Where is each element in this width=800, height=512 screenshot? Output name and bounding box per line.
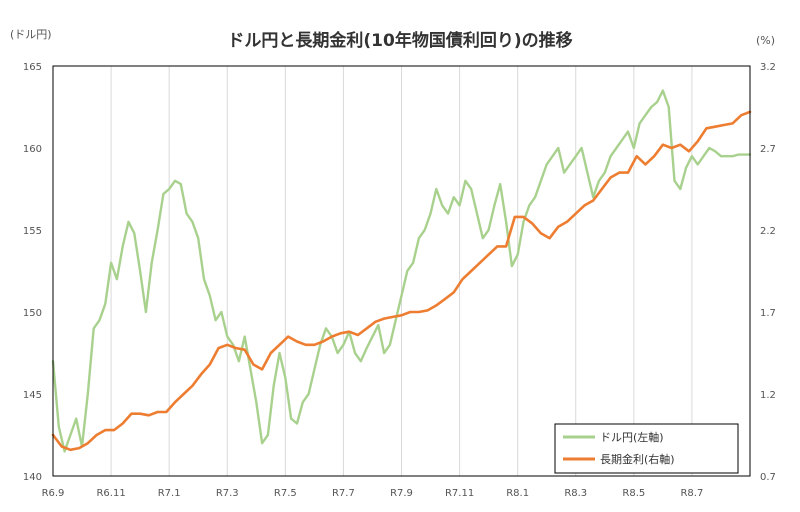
right-tick-label: 1.2: [760, 390, 776, 401]
left-tick-label: 140: [23, 472, 42, 483]
x-tick-label: R7.7: [332, 488, 355, 499]
legend: ドル円(左軸) 長期金利(右軸): [554, 423, 739, 474]
left-tick-label: 165: [23, 62, 42, 73]
right-tick-label: 1.7: [760, 308, 776, 319]
plot-frame: [52, 65, 751, 477]
right-axis-ticks: 3.2 2.7 2.2 1.7 1.2 0.7: [760, 62, 776, 483]
right-tick-label: 3.2: [760, 62, 776, 73]
x-tick-label: R6.11: [96, 488, 125, 499]
x-tick-label: R7.5: [274, 488, 297, 499]
x-tick-label: R7.1: [158, 488, 181, 499]
right-axis-unit: (%): [756, 34, 775, 47]
left-tick-label: 160: [23, 144, 42, 155]
series-line-usd-jpy: [51, 89, 752, 453]
x-tick-label: R8.3: [564, 488, 587, 499]
x-tick-label: R8.5: [622, 488, 645, 499]
legend-label-jgb-10y: 長期金利(右軸): [600, 452, 675, 466]
left-tick-label: 150: [23, 308, 42, 319]
left-tick-label: 145: [23, 390, 42, 401]
x-tick-label: R7.11: [445, 488, 474, 499]
x-tick-label: R6.9: [42, 488, 65, 499]
legend-label-usd-jpy: ドル円(左軸): [600, 430, 664, 444]
x-tick-label: R7.3: [216, 488, 239, 499]
x-axis-ticks: R6.9 R6.11 R7.1 R7.3 R7.5 R7.7 R7.9 R7.11 R8.1 R8…: [42, 488, 704, 499]
series-line-jgb-10y: [51, 110, 752, 452]
right-tick-label: 0.7: [760, 472, 776, 483]
x-tick-label: R8.1: [506, 488, 529, 499]
grid-lines: [110, 66, 693, 476]
series-lines: [51, 89, 752, 453]
x-tick-label: R7.9: [390, 488, 413, 499]
right-tick-label: 2.7: [760, 144, 776, 155]
left-axis-unit: (ドル円): [10, 28, 52, 41]
legend-box: [554, 423, 739, 474]
chart-title: ドル円と長期金利(10年物国債利回り)の推移: [227, 30, 572, 51]
left-tick-label: 155: [23, 226, 42, 237]
left-axis-ticks: 165 160 155 150 145 140: [23, 62, 42, 483]
right-tick-label: 2.2: [760, 226, 776, 237]
x-tick-label: R8.7: [680, 488, 703, 499]
